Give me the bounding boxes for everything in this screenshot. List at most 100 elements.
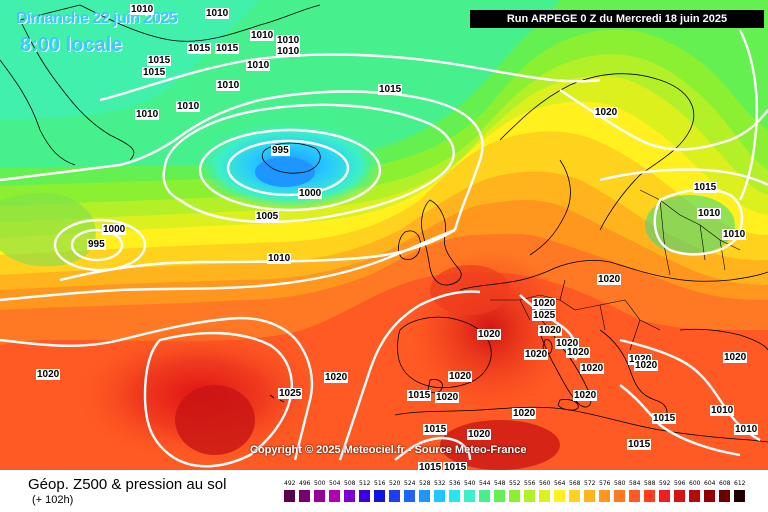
color-legend: 492 496 500 504 508 512 516 520 524 528 532 536 540 5… [284,480,752,502]
legend-tick-label: 592 [659,480,671,487]
isobar-label: 1010 [216,80,241,91]
isobar-label: 1015 [423,424,448,435]
legend-swatch [329,490,340,502]
isobar-label: 1010 [135,109,160,120]
legend-swatch [374,490,385,502]
legend-swatch [314,490,325,502]
isobar-label: 1020 [634,360,659,371]
isobar-label: 1020 [628,354,653,365]
legend-swatch [284,490,295,502]
isobar-label: 1020 [573,390,598,401]
isobar-1005-iceland [162,103,455,224]
legend-tick-label: 492 [284,480,296,487]
isobar-label: 1020 [435,392,460,403]
isobar-label: 1015 [378,84,403,95]
isobar-label: 1020 [532,298,557,309]
isobar-label: 1015 [418,462,443,470]
legend-swatch [599,490,610,502]
legend-tick-label: 560 [539,480,551,487]
isobar-label: 1015 [443,462,468,470]
legend-swatch [389,490,400,502]
isobar-label: 1010 [267,253,292,264]
map-canvas [0,0,768,470]
isobar-label: 1015 [627,439,652,450]
isobar-label: 1020 [555,338,580,349]
legend-swatch [479,490,490,502]
isobar-1025-azores [143,331,293,468]
isobar-label: 1010 [734,424,759,435]
legend-swatch [704,490,715,502]
legend-tick-label: 596 [674,480,686,487]
isobar-label: 1015 [407,390,432,401]
legend-tick-label: 508 [344,480,356,487]
legend-swatch [569,490,580,502]
isobar-1020-west [0,316,314,461]
legend-tick-label: 552 [509,480,521,487]
isobar-1010-north [0,90,484,231]
isobar-label: 1015 [652,413,677,424]
forecast-lead-time: (+ 102h) [32,494,74,506]
legend-swatch [449,490,460,502]
legend-swatch [674,490,685,502]
isobar-label: 1010 [205,8,230,19]
north-europe-coast [459,260,768,291]
legend-tick-label: 576 [599,480,611,487]
isobar-label: 1020 [597,274,622,285]
isobar-label: 1020 [538,325,563,336]
legend-tick-label: 516 [374,480,386,487]
isobar-label: 1010 [250,30,275,41]
isobar-label: 1010 [710,405,735,416]
legend-swatch [299,490,310,502]
legend-tick-label: 568 [569,480,581,487]
legend-tick-label: 504 [329,480,341,487]
legend-swatch [419,490,430,502]
isobar-label: 1015 [147,55,172,66]
isobar-label: 1020 [580,363,605,374]
legend-tick-label: 612 [734,480,746,487]
legend-swatch [614,490,625,502]
legend-tick-label: 512 [359,480,371,487]
isobar-1000-iceland [198,128,382,212]
legend-swatch [659,490,670,502]
copyright: Copyright © 2025 Meteociel.fr - Source M… [250,444,527,456]
eastern-borders [639,189,741,276]
legend-swatch [344,490,355,502]
isobar-label: 1010 [276,35,301,46]
legend-swatch [539,490,550,502]
isobar-label: 995 [87,239,106,250]
legend-swatch [719,490,730,502]
low-iceland-core [255,157,315,187]
product-title: Géop. Z500 & pression au sol [28,476,227,493]
isobar-1020-far-east [738,29,759,201]
isobar-label: 1010 [130,4,155,15]
legend-swatch [629,490,640,502]
legend-swatch [734,490,745,502]
coastlines [0,4,768,443]
map-footer: Géop. Z500 & pression au sol (+ 102h) 49… [0,470,768,512]
isobar-995-sw [70,228,124,262]
balkans-coast [599,329,668,419]
legend-swatch [644,490,655,502]
legend-swatch [554,490,565,502]
legend-swatch [494,490,505,502]
legend-tick-label: 524 [404,480,416,487]
legend-tick-label: 520 [389,480,401,487]
isobar-label: 1010 [246,60,271,71]
country-borders [490,279,661,351]
isobar-1015-sahara [394,436,472,461]
legend-tick-label: 536 [449,480,461,487]
north-africa-coast [394,406,768,443]
legend-tick-label: 604 [704,480,716,487]
isobar-label: 1020 [36,369,61,380]
legend-swatch [509,490,520,502]
greenland-coast [19,4,321,161]
isobar-1015-south [0,228,456,302]
isobar-label: 1005 [255,211,280,222]
iberia-coast [397,316,492,389]
legend-tick-label: 540 [464,480,476,487]
legend-tick-label: 588 [644,480,656,487]
heat-france-fill [430,265,510,315]
isobar-label: 1015 [693,182,718,193]
greenland-west-coast [0,59,76,166]
isobar-label: 1000 [298,188,323,199]
